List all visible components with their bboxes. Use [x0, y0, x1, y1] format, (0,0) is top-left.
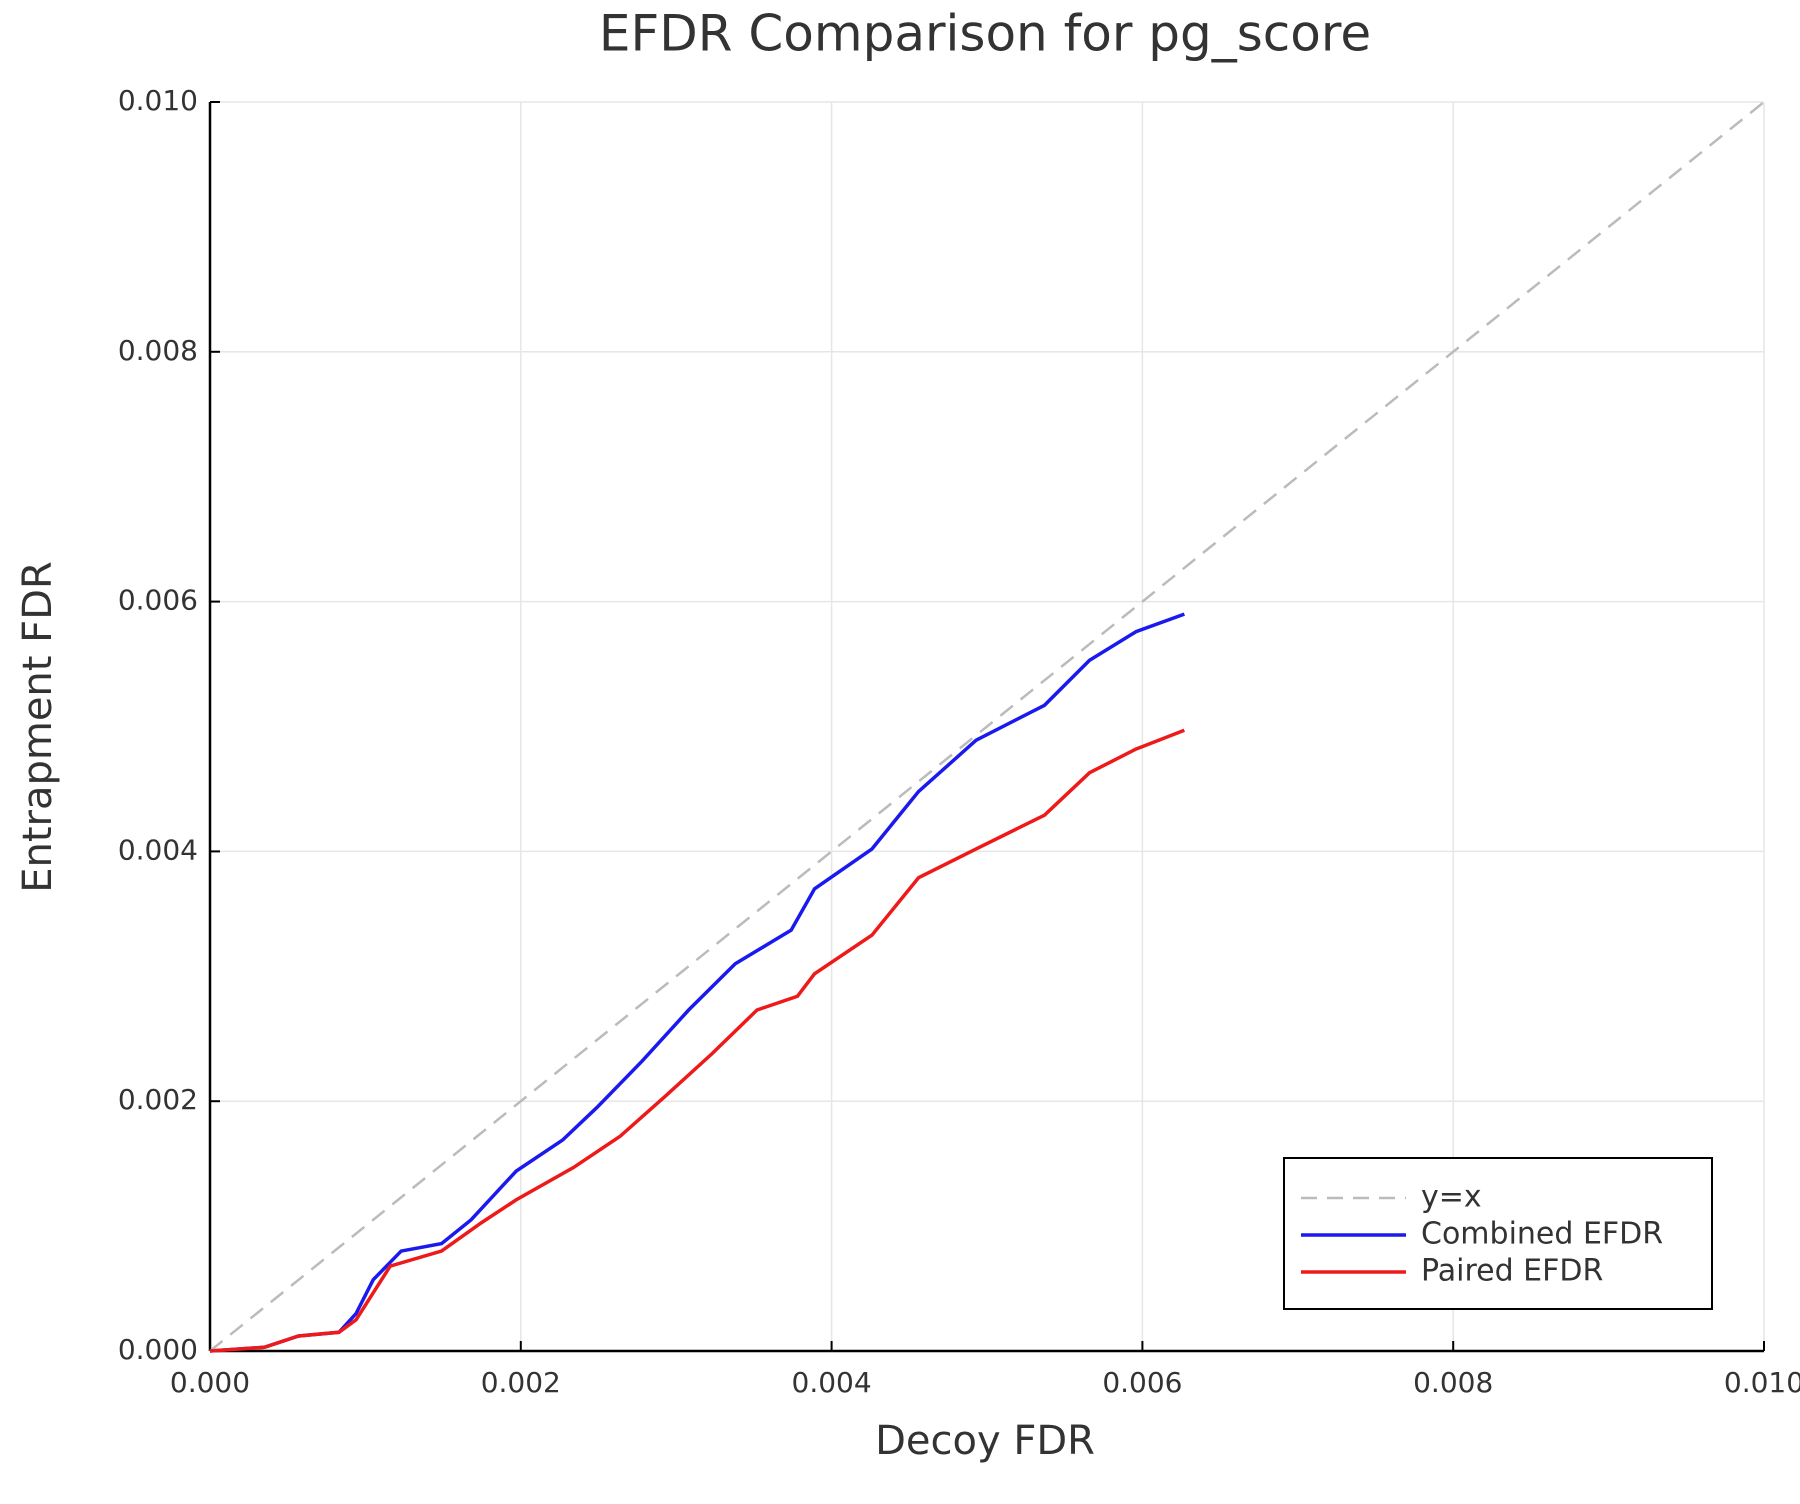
y-tick-label: 0.004	[118, 833, 198, 866]
chart-title: EFDR Comparison for pg_score	[599, 5, 1371, 63]
legend-label: Combined EFDR	[1421, 1217, 1663, 1252]
x-axis-label: Decoy FDR	[875, 1418, 1095, 1464]
legend-label: y=x	[1421, 1180, 1482, 1215]
y-tick-label: 0.010	[118, 84, 198, 117]
x-tick-label: 0.002	[481, 1366, 561, 1399]
legend-label: Paired EFDR	[1421, 1254, 1603, 1289]
x-tick-label: 0.000	[170, 1366, 250, 1399]
series-line	[209, 612, 1185, 1353]
series-line	[209, 101, 1765, 1352]
x-tick-label: 0.004	[792, 1366, 872, 1399]
y-tick-label: 0.008	[118, 334, 198, 367]
y-tick-label: 0.006	[118, 584, 198, 617]
x-tick-label: 0.010	[1724, 1366, 1800, 1399]
y-tick-label: 0.000	[118, 1333, 198, 1366]
x-tick-label: 0.006	[1102, 1366, 1182, 1399]
series-line	[209, 728, 1185, 1353]
x-tick-label: 0.008	[1413, 1366, 1493, 1399]
y-tick-label: 0.002	[118, 1083, 198, 1116]
y-axis-label: Entrapment FDR	[15, 561, 61, 893]
